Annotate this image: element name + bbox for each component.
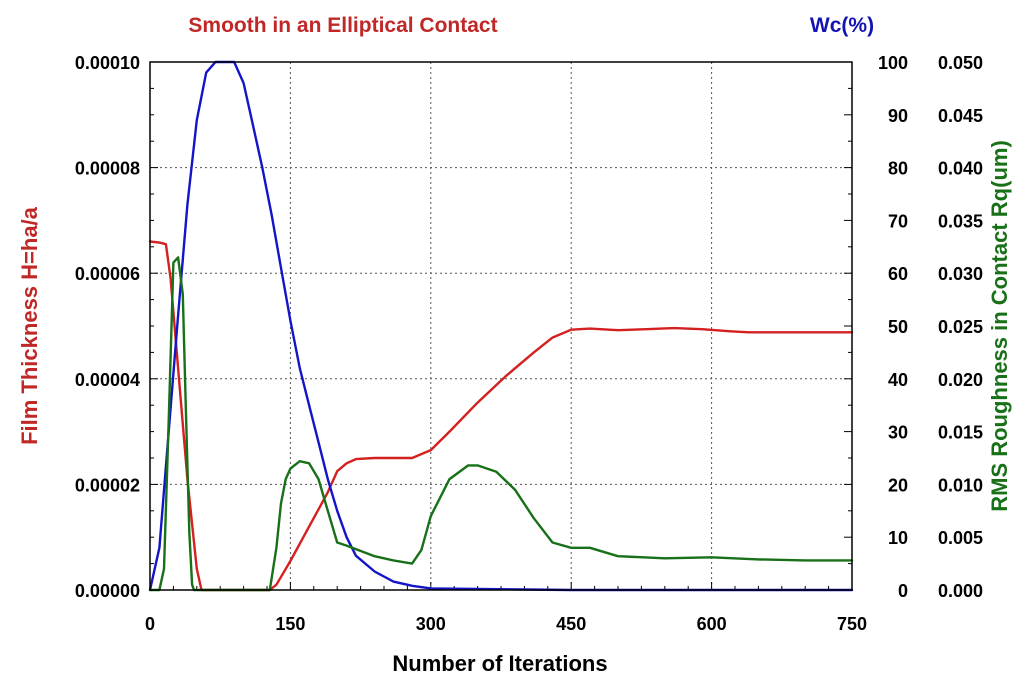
right-axis-label: RMS Roughness in Contact Rq(um) <box>987 140 1012 512</box>
left-axis-label: Film Thickness H=ha/a <box>17 206 42 445</box>
right-y-tick-label: 0.050 <box>938 53 983 73</box>
x-axis-label: Number of Iterations <box>392 651 607 676</box>
tick-labels: 0 150 300 450 600 7500.000000.000020.000040.0… <box>75 53 983 634</box>
film-thickness-line <box>148 240 854 592</box>
rms-roughness-line <box>148 256 854 592</box>
right-y-tick-label: 0.020 <box>938 370 983 390</box>
x-tick-label: 600 <box>697 614 727 634</box>
wc-tick-label: 20 <box>888 475 908 495</box>
left-y-tick-label: 0.00006 <box>75 264 140 284</box>
x-tick-label: 300 <box>416 614 446 634</box>
wc-tick-label: 0 <box>898 581 908 601</box>
x-tick-label: 750 <box>837 614 867 634</box>
right-y-tick-label: 0.005 <box>938 528 983 548</box>
right-y-tick-label: 0.010 <box>938 475 983 495</box>
wc-tick-label: 80 <box>888 159 908 179</box>
chart-title: Smooth in an Elliptical Contact <box>188 14 497 37</box>
wc-tick-label: 100 <box>878 53 908 73</box>
wc-tick-label: 90 <box>888 106 908 126</box>
right-y-tick-label: 0.030 <box>938 264 983 284</box>
wc-tick-label: 40 <box>888 370 908 390</box>
left-y-tick-label: 0.00008 <box>75 159 140 179</box>
wc-tick-label: 60 <box>888 264 908 284</box>
left-y-tick-label: 0.00002 <box>75 475 140 495</box>
right-axis-title-wc: Wc(%) <box>810 14 874 37</box>
wc-tick-label: 10 <box>888 528 908 548</box>
grid <box>150 62 852 590</box>
wc-tick-label: 50 <box>888 317 908 337</box>
x-tick-label: 450 <box>556 614 586 634</box>
right-y-tick-label: 0.025 <box>938 317 983 337</box>
left-y-tick-label: 0.00000 <box>75 581 140 601</box>
plot-frame <box>149 61 853 591</box>
right-y-tick-label: 0.035 <box>938 211 983 231</box>
x-tick-label: 0 <box>145 614 155 634</box>
wc-tick-label: 70 <box>888 211 908 231</box>
wc-line <box>148 60 854 592</box>
left-y-tick-label: 0.00010 <box>75 53 140 73</box>
right-y-tick-label: 0.015 <box>938 423 983 443</box>
right-y-tick-label: 0.045 <box>938 106 983 126</box>
left-y-tick-label: 0.00004 <box>75 370 140 390</box>
x-tick-label: 150 <box>275 614 305 634</box>
right-y-tick-label: 0.040 <box>938 159 983 179</box>
series-layer <box>148 60 854 592</box>
wc-tick-label: 30 <box>888 423 908 443</box>
right-y-tick-label: 0.000 <box>938 581 983 601</box>
